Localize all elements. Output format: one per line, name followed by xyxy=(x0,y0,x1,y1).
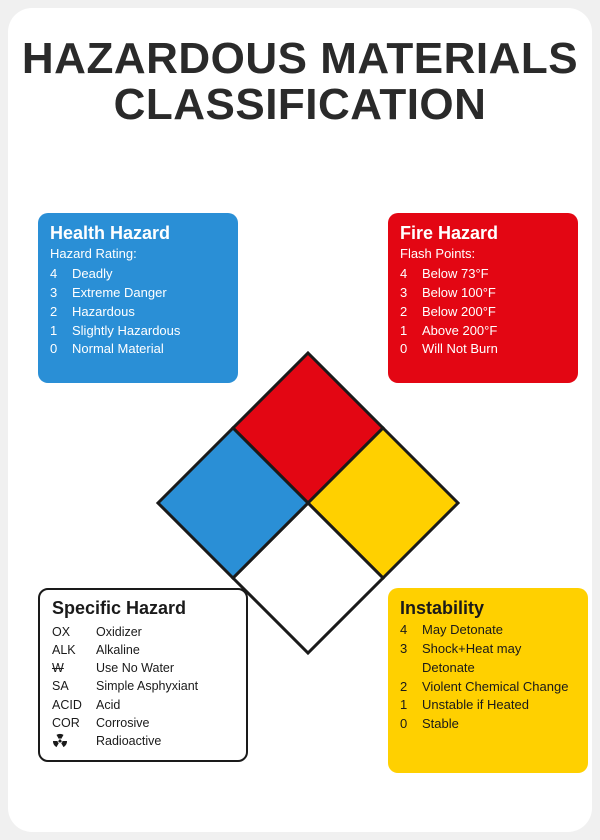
rating-row: 3Below 100°F xyxy=(400,284,566,303)
poster-card: HAZARDOUS MATERIALS CLASSIFICATION Healt… xyxy=(8,8,592,832)
specific-code: SA xyxy=(52,677,96,695)
rating-row: 2Hazardous xyxy=(50,303,226,322)
nfpa-diamond xyxy=(155,350,461,656)
specific-label: Radioactive xyxy=(96,732,234,750)
rating-number: 3 xyxy=(50,284,72,303)
rating-row: 3Extreme Danger xyxy=(50,284,226,303)
rating-row: 2Violent Chemical Change xyxy=(400,678,576,697)
radioactive-icon xyxy=(52,733,96,749)
specific-code: W xyxy=(52,659,96,677)
specific-row: Radioactive xyxy=(52,732,234,750)
rating-row: 2Below 200°F xyxy=(400,303,566,322)
rating-number: 1 xyxy=(400,322,422,341)
rating-number: 2 xyxy=(50,303,72,322)
specific-row: WUse No Water xyxy=(52,659,234,677)
fire-rows: 4Below 73°F3Below 100°F2Below 200°F1Abov… xyxy=(400,265,566,359)
rating-number: 0 xyxy=(50,340,72,359)
specific-label: Simple Asphyxiant xyxy=(96,677,234,695)
specific-row: ACIDAcid xyxy=(52,696,234,714)
specific-row: CORCorrosive xyxy=(52,714,234,732)
rating-row: 4Below 73°F xyxy=(400,265,566,284)
title-line-1: HAZARDOUS MATERIALS xyxy=(8,36,592,82)
specific-label: Corrosive xyxy=(96,714,234,732)
rating-label: Extreme Danger xyxy=(72,284,226,303)
rating-number: 2 xyxy=(400,678,422,697)
fire-subtitle: Flash Points: xyxy=(400,246,566,261)
rating-row: 4Deadly xyxy=(50,265,226,284)
rating-label: Unstable if Heated xyxy=(422,696,576,715)
fire-title: Fire Hazard xyxy=(400,223,566,244)
specific-row: SASimple Asphyxiant xyxy=(52,677,234,695)
rating-label: Below 200°F xyxy=(422,303,566,322)
rating-row: 1Above 200°F xyxy=(400,322,566,341)
rating-number: 0 xyxy=(400,715,422,734)
main-title: HAZARDOUS MATERIALS CLASSIFICATION xyxy=(8,8,592,128)
specific-label: Acid xyxy=(96,696,234,714)
rating-number: 1 xyxy=(50,322,72,341)
rating-label: Below 100°F xyxy=(422,284,566,303)
rating-label: Hazardous xyxy=(72,303,226,322)
specific-code: OX xyxy=(52,623,96,641)
rating-number: 2 xyxy=(400,303,422,322)
rating-label: Below 73°F xyxy=(422,265,566,284)
health-subtitle: Hazard Rating: xyxy=(50,246,226,261)
rating-label: Deadly xyxy=(72,265,226,284)
rating-number: 4 xyxy=(400,265,422,284)
title-line-2: CLASSIFICATION xyxy=(8,82,592,128)
rating-number: 3 xyxy=(400,284,422,303)
rating-number: 4 xyxy=(50,265,72,284)
rating-number: 1 xyxy=(400,696,422,715)
specific-code: COR xyxy=(52,714,96,732)
rating-row: 1Slightly Hazardous xyxy=(50,322,226,341)
specific-label: Use No Water xyxy=(96,659,234,677)
specific-code: ACID xyxy=(52,696,96,714)
rating-label: Above 200°F xyxy=(422,322,566,341)
specific-code: ALK xyxy=(52,641,96,659)
rating-row: 0Stable xyxy=(400,715,576,734)
rating-label: Slightly Hazardous xyxy=(72,322,226,341)
health-title: Health Hazard xyxy=(50,223,226,244)
rating-label: Stable xyxy=(422,715,576,734)
health-rows: 4Deadly3Extreme Danger2Hazardous1Slightl… xyxy=(50,265,226,359)
rating-row: 1Unstable if Heated xyxy=(400,696,576,715)
rating-label: Violent Chemical Change xyxy=(422,678,576,697)
